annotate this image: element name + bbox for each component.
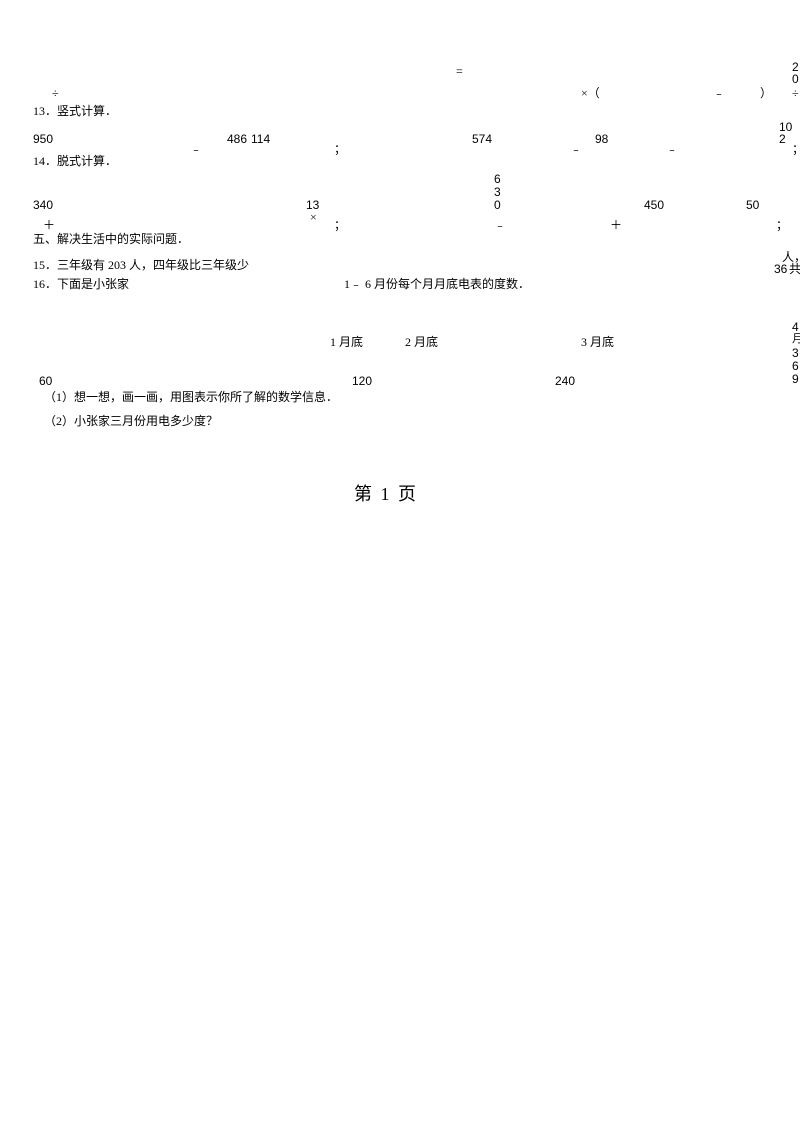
q13-sub1: ﹣ bbox=[190, 142, 202, 156]
q16-m2: 2 月底 bbox=[405, 335, 438, 349]
q14-label: 14．脱式计算． bbox=[33, 154, 117, 168]
page-footer: 第 1 页 bbox=[354, 480, 418, 506]
q16-range: 1﹣ 6 月份每个月月底电表的度数． bbox=[344, 277, 530, 291]
q13-574: 574 bbox=[472, 132, 492, 146]
q13-950: 950 bbox=[33, 132, 53, 146]
q14-mult: × bbox=[310, 210, 317, 224]
q13-label: 13．竖式计算． bbox=[33, 104, 117, 118]
q14-plus1: ＋ bbox=[43, 218, 55, 232]
minus-mid: ﹣ bbox=[713, 86, 725, 100]
q16-369-9: 9 bbox=[792, 372, 799, 386]
q16-m3: 3 月底 bbox=[581, 335, 614, 349]
div-sign-1: ÷ bbox=[52, 86, 59, 100]
q14-50: 50 bbox=[746, 198, 759, 212]
q14-plus2: ＋ bbox=[610, 218, 622, 232]
right-20-bot: 0 bbox=[792, 72, 799, 86]
close-paren: ） bbox=[760, 86, 772, 100]
q13-semi1: ； bbox=[334, 142, 346, 156]
q14-630-0: 0 bbox=[494, 198, 501, 212]
q14-semi2: ； bbox=[776, 218, 788, 232]
q14-semi1: ； bbox=[334, 218, 346, 232]
q16-sub1: （1）想一想，画一画，用图表示你所了解的数学信息． bbox=[44, 390, 338, 404]
q16-label: 16．下面是小张家 bbox=[33, 277, 129, 291]
q14-340: 340 bbox=[33, 198, 53, 212]
q14-450: 450 bbox=[644, 198, 664, 212]
right-div: ÷ bbox=[792, 86, 799, 100]
eq-sign: = bbox=[456, 64, 463, 78]
q13-semi2: ； bbox=[792, 142, 800, 156]
q16-120: 120 bbox=[352, 374, 372, 388]
q16-60: 60 bbox=[39, 374, 52, 388]
q14-sub: ﹣ bbox=[494, 218, 506, 232]
page-root: = ÷ ×（ ﹣ ） 2 0 ÷ 13．竖式计算． 950 486 114 57… bbox=[0, 0, 800, 1133]
q13-98: 98 bbox=[595, 132, 608, 146]
q13-sub2: ﹣ bbox=[570, 142, 582, 156]
q13-sub3: ﹣ bbox=[666, 142, 678, 156]
q16-sub2: （2）小张家三月份用电多少度？ bbox=[44, 414, 218, 428]
mult-open: ×（ bbox=[581, 86, 600, 100]
q16-m4-yue: 月 bbox=[792, 333, 800, 346]
section5-label: 五、解决生活中的实际问题． bbox=[33, 232, 189, 246]
q13-114: 114 bbox=[251, 132, 270, 146]
q13-486: 486 bbox=[227, 132, 247, 146]
q15-label-a: 15．三年级有 203 人，四年级比三年级少 bbox=[33, 258, 249, 272]
q16-240: 240 bbox=[555, 374, 575, 388]
q15-36: 36 bbox=[774, 262, 787, 276]
q15-gongyou: 共有 bbox=[789, 262, 800, 276]
q16-m1: 1 月底 bbox=[330, 335, 363, 349]
q13-102-bot: 2 bbox=[779, 132, 786, 146]
